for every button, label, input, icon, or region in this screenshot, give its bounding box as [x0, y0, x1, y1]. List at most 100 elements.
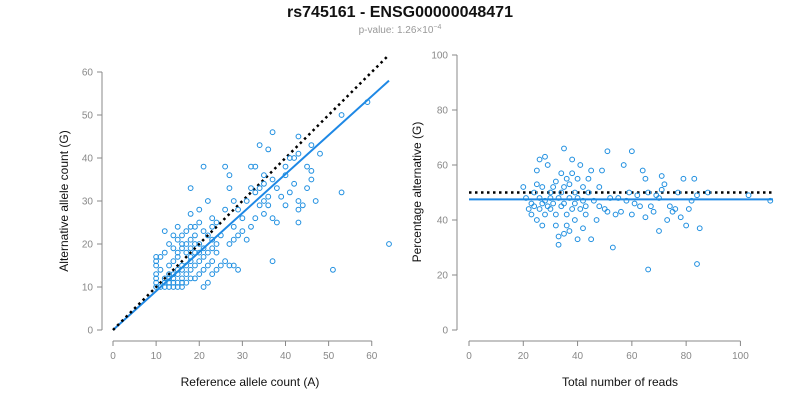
- panel2-data-point: [596, 184, 603, 190]
- panel1-data-point: [265, 202, 272, 209]
- panel1-data-point: [230, 223, 237, 230]
- panel1-y-tick-label: 60: [82, 68, 94, 79]
- panel2-data-point: [642, 175, 649, 182]
- panel1-data-point: [295, 133, 302, 140]
- panel1-data-point: [295, 219, 302, 226]
- panel1-data-point: [273, 219, 280, 226]
- panel1-data-point: [174, 223, 181, 230]
- panel2-data-point: [577, 206, 584, 212]
- panel2-data-point: [552, 211, 559, 218]
- panel2-data-point: [520, 184, 527, 190]
- panel1-data-point: [153, 262, 160, 269]
- panel2-data-point: [569, 170, 576, 177]
- panel1-data-point: [200, 245, 207, 252]
- panel2-x-tick-label: 0: [466, 351, 472, 362]
- panel2-data-point: [620, 162, 627, 168]
- panel1-data-point: [183, 262, 190, 269]
- panel1-data-point: [338, 189, 345, 196]
- pvalue-subtitle: p-value: 1.26×10−4: [0, 24, 800, 36]
- panel1-data-point: [187, 245, 194, 252]
- panel2-data-point: [669, 208, 676, 215]
- panel2-data-point: [531, 189, 538, 196]
- panel1-x-tick-label: 50: [323, 351, 335, 362]
- panel2-data-point: [604, 148, 611, 155]
- panel1-data-point: [291, 180, 298, 187]
- panel2-data-point: [607, 195, 614, 201]
- panel2-data-point: [645, 266, 652, 273]
- panel2-data-point: [580, 197, 586, 204]
- panel2-data-point: [615, 195, 622, 201]
- panel2-x-tick-label: 20: [518, 351, 530, 362]
- panel2-data-point: [628, 148, 635, 155]
- panel2-x-tick-label: 100: [732, 351, 749, 362]
- panel2-data-point: [563, 211, 570, 218]
- panel1-data-point: [166, 262, 172, 269]
- panel1-data-point: [235, 206, 241, 213]
- panel2-data-point: [683, 222, 690, 229]
- panel1-data-point: [174, 254, 181, 260]
- panel1-data-point: [291, 155, 298, 161]
- panel2-data-point: [588, 167, 595, 174]
- panel2-data-point: [688, 197, 695, 204]
- panel1-data-point: [183, 228, 190, 235]
- panel1-data-point: [261, 198, 267, 204]
- panel2-data-point: [582, 203, 589, 210]
- panel1-data-point: [386, 241, 392, 247]
- panel1-data-point: [217, 232, 224, 239]
- panel1-data-point: [170, 245, 177, 252]
- panel2-data-point: [645, 189, 652, 196]
- panel1-data-point: [196, 206, 203, 213]
- panel1-data-point: [269, 258, 276, 265]
- panel1-data-point: [209, 258, 216, 265]
- panel1-data-point: [200, 284, 207, 290]
- panel2-data-point: [596, 203, 603, 210]
- panel2-data-point: [580, 184, 586, 190]
- panel1-data-point: [304, 163, 310, 170]
- panel1-data-point: [239, 228, 246, 235]
- panel1-data-point: [299, 202, 306, 209]
- panel1-data-point: [261, 172, 267, 179]
- panel1-data-point: [204, 279, 211, 286]
- panel1-data-point: [209, 215, 216, 222]
- panel1-data-point: [338, 112, 345, 118]
- panel2-x-axis-label: Total number of reads: [562, 375, 678, 389]
- panel2-data-point: [675, 189, 681, 196]
- panel2-data-point: [571, 189, 578, 196]
- panel1-data-point: [217, 262, 224, 269]
- panel1-data-point: [273, 185, 280, 192]
- panel1-data-point: [170, 232, 177, 239]
- panel1-data-point: [252, 163, 259, 170]
- panel1-data-point: [209, 271, 216, 278]
- panel1-data-point: [256, 185, 263, 192]
- panel2-y-tick-label: 20: [437, 271, 449, 282]
- panel1-data-point: [200, 254, 207, 260]
- panel2-data-point: [672, 206, 679, 212]
- panel1-data-point: [282, 163, 289, 170]
- panel1-data-point: [248, 223, 254, 230]
- chart-title: rs745161 - ENSG00000048471: [287, 4, 513, 21]
- panel2-data-point: [536, 206, 543, 212]
- panel2-data-point: [561, 230, 567, 237]
- panel1-data-point: [282, 202, 289, 209]
- panel1-x-tick-label: 60: [366, 351, 378, 362]
- panel2-y-tick-label: 60: [437, 161, 449, 172]
- panel2-data-point: [628, 211, 635, 218]
- panel1-data-point: [183, 271, 190, 278]
- panel1-data-point: [295, 150, 302, 157]
- panel2-data-point: [555, 233, 562, 240]
- panel2-data-point: [544, 162, 551, 168]
- panel1-data-point: [192, 232, 198, 239]
- panel2-data-point: [631, 200, 638, 207]
- panel1-data-point: [157, 254, 164, 260]
- panel2-data-point: [555, 241, 562, 248]
- panel1-data-point: [161, 249, 168, 256]
- panel2-data-point: [585, 189, 592, 196]
- panel2-data-point: [585, 175, 592, 182]
- panel1-x-axis-label: Reference allele count (A): [181, 375, 320, 389]
- panel2-data-point: [563, 222, 570, 229]
- panel1-data-point: [161, 228, 168, 235]
- panel1-data-point: [174, 236, 181, 243]
- panel2-data-point: [691, 175, 698, 182]
- panel1-data-point: [204, 262, 211, 269]
- panel2-data-point: [582, 211, 589, 218]
